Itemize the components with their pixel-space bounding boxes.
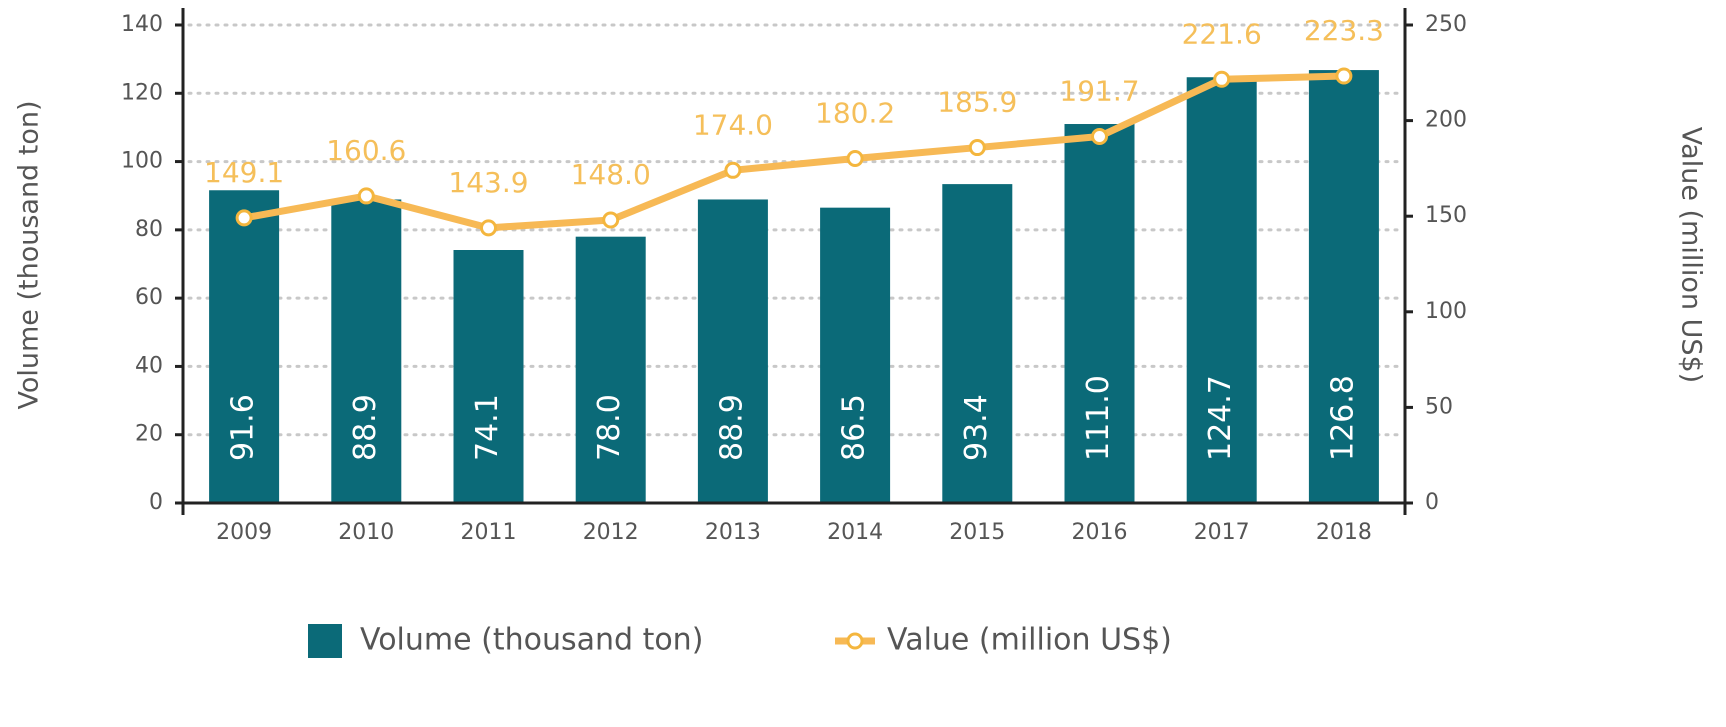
legend-swatch [308, 624, 342, 658]
y-tick-label: 20 [135, 422, 163, 447]
y2-tick-label: 200 [1425, 108, 1467, 133]
bar [1186, 77, 1257, 503]
line-label: 221.6 [1182, 17, 1262, 50]
y-tick-label: 40 [135, 353, 163, 378]
x-tick-label: 2009 [216, 520, 272, 545]
bar [697, 199, 768, 503]
y2-tick-label: 150 [1425, 203, 1467, 228]
x-tick-label: 2010 [338, 520, 394, 545]
line-label: 180.2 [815, 96, 895, 129]
bar [1064, 124, 1135, 503]
y2-tick-label: 0 [1425, 490, 1439, 515]
line-point [968, 139, 986, 157]
bar [331, 199, 402, 503]
bar-label: 86.5 [837, 394, 872, 461]
line-point [357, 187, 375, 205]
line-point [480, 219, 497, 237]
x-tick-label: 2013 [705, 520, 761, 545]
bar [453, 250, 524, 503]
legend-point [846, 632, 864, 650]
line-point [235, 209, 253, 227]
x-tick-label: 2012 [583, 520, 639, 545]
y-axis-title: Volume (thousand ton) [14, 100, 45, 409]
line-point [1091, 127, 1108, 145]
bar-label: 88.9 [714, 394, 749, 461]
bar-label: 91.6 [226, 394, 261, 461]
y-tick-label: 60 [135, 285, 163, 310]
bar-label: 78.0 [592, 394, 627, 461]
bar [209, 190, 280, 503]
line-point [1335, 67, 1353, 85]
bar-label: 124.7 [1203, 375, 1238, 461]
x-tick-label: 2011 [461, 520, 517, 545]
y-tick-label: 140 [121, 12, 163, 37]
legend-label: Value (million US$) [887, 623, 1172, 658]
line-label: 191.7 [1059, 74, 1139, 107]
y2-axis-title: Value (million US$) [1676, 127, 1707, 383]
y-tick-label: 100 [121, 149, 163, 174]
line-label: 148.0 [571, 158, 651, 191]
line-label: 174.0 [693, 108, 773, 141]
bar-label: 126.8 [1325, 375, 1360, 461]
line-label: 160.6 [326, 134, 406, 167]
line-label: 223.3 [1304, 14, 1384, 47]
line-point [724, 161, 742, 179]
legend-label: Volume (thousand ton) [360, 623, 703, 658]
x-tick-label: 2017 [1194, 520, 1250, 545]
bar-label: 93.4 [959, 394, 994, 461]
x-tick-label: 2015 [949, 520, 1005, 545]
y2-tick-label: 50 [1425, 394, 1453, 419]
bar [942, 184, 1013, 503]
bar-label: 88.9 [348, 394, 383, 461]
line-label: 149.1 [204, 156, 284, 189]
y-tick-label: 80 [135, 217, 163, 242]
y-tick-label: 120 [121, 80, 163, 105]
y2-tick-label: 250 [1425, 12, 1467, 37]
line-label: 185.9 [937, 86, 1017, 119]
line-point [1213, 70, 1231, 88]
bar-label: 74.1 [470, 394, 505, 461]
bar [1308, 70, 1379, 503]
bar-label: 111.0 [1081, 375, 1116, 461]
line [243, 72, 1344, 232]
line-point [846, 149, 864, 167]
x-tick-label: 2018 [1316, 520, 1372, 545]
x-tick-label: 2014 [827, 520, 883, 545]
line-label: 143.9 [448, 166, 528, 199]
bar [820, 207, 891, 503]
y2-tick-label: 100 [1425, 299, 1467, 324]
bar [575, 236, 646, 503]
y-tick-label: 0 [149, 490, 163, 515]
x-tick-label: 2016 [1072, 520, 1128, 545]
line-point [602, 211, 620, 229]
